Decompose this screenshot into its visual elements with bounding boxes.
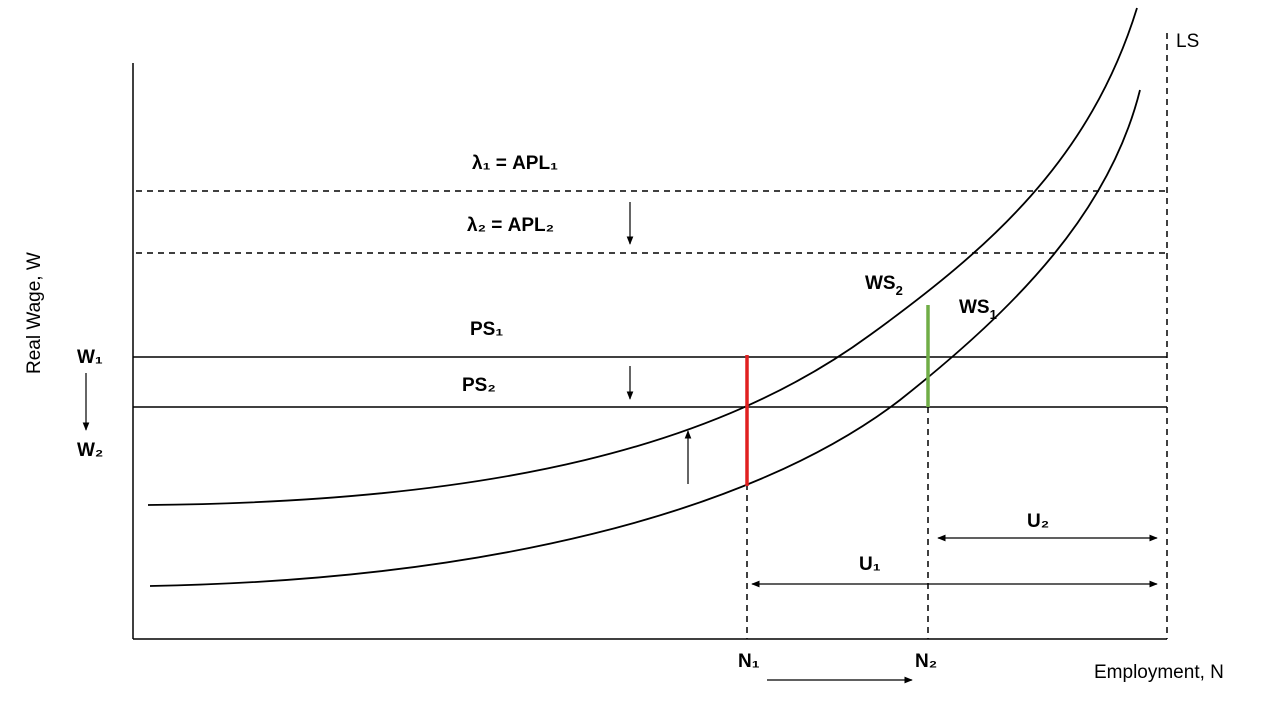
n1-label: N₁ [738,651,760,672]
y-axis-label: Real Wage, W [24,252,45,374]
w2-label: W₂ [77,440,103,461]
x-axis-label: Employment, N [1094,662,1224,683]
ls-label: LS [1176,31,1199,52]
ps1-label: PS₁ [470,319,503,340]
ws1-curve [149,89,1141,587]
u2-label: U₂ [1027,511,1049,532]
ws1-label: WS1 [959,297,997,322]
lambda2-label: λ₂ = APL₂ [467,215,554,236]
ws2-label: WS2 [865,273,903,298]
n2-label: N₂ [915,651,937,672]
w1-label: W₁ [77,347,103,368]
lambda1-label: λ₁ = APL₁ [472,153,558,174]
ps2-label: PS₂ [462,375,496,396]
ws2-curve [147,7,1138,506]
u1-label: U₁ [859,554,881,575]
